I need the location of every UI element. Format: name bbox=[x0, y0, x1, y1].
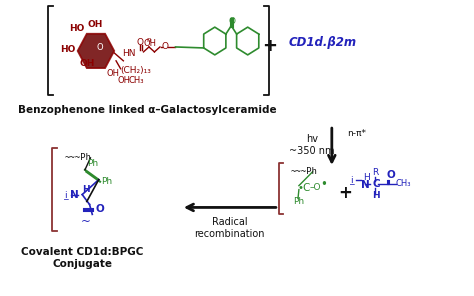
Text: O: O bbox=[96, 44, 103, 52]
Text: •C: •C bbox=[297, 183, 310, 193]
Text: HO: HO bbox=[61, 45, 76, 54]
Polygon shape bbox=[78, 34, 114, 68]
Text: i̲: i̲ bbox=[66, 190, 68, 199]
Text: HN: HN bbox=[122, 49, 136, 58]
Text: hv
~350 nm: hv ~350 nm bbox=[289, 134, 335, 156]
Text: Ph: Ph bbox=[101, 177, 112, 186]
Text: ~~~Ph: ~~~Ph bbox=[65, 153, 92, 163]
Text: OH: OH bbox=[80, 59, 95, 68]
Text: OH: OH bbox=[88, 20, 103, 29]
Text: OH: OH bbox=[144, 39, 156, 49]
Text: HO: HO bbox=[70, 24, 85, 33]
Text: +: + bbox=[262, 37, 277, 55]
Text: H: H bbox=[363, 173, 370, 182]
Text: O: O bbox=[137, 38, 143, 46]
Text: OH: OH bbox=[118, 76, 131, 85]
Text: •: • bbox=[320, 178, 327, 191]
Text: Covalent CD1d:BPGC
Conjugate: Covalent CD1d:BPGC Conjugate bbox=[21, 247, 144, 269]
Text: O: O bbox=[387, 170, 395, 180]
Text: n: n bbox=[147, 37, 151, 43]
Text: O: O bbox=[161, 42, 168, 52]
Text: Benzophenone linked α–Galactosylceramide: Benzophenone linked α–Galactosylceramide bbox=[18, 105, 276, 115]
Text: CH₃: CH₃ bbox=[129, 76, 145, 85]
Text: (CH₂)₁₃: (CH₂)₁₃ bbox=[120, 66, 152, 75]
Text: Radical
recombination: Radical recombination bbox=[194, 217, 264, 239]
Text: –O: –O bbox=[310, 183, 321, 192]
Text: Ph: Ph bbox=[87, 159, 98, 168]
Text: i̲: i̲ bbox=[352, 175, 355, 184]
Text: ~: ~ bbox=[81, 215, 91, 228]
Text: C: C bbox=[372, 179, 380, 189]
Text: OH: OH bbox=[107, 69, 120, 78]
Text: N: N bbox=[361, 180, 370, 190]
Text: H: H bbox=[372, 191, 380, 200]
Text: N: N bbox=[70, 189, 79, 200]
Text: n-π*: n-π* bbox=[347, 129, 366, 138]
Text: O: O bbox=[228, 17, 236, 26]
Text: CD1d.β2m: CD1d.β2m bbox=[289, 36, 357, 49]
Text: O: O bbox=[95, 205, 104, 214]
Text: CH₃: CH₃ bbox=[396, 179, 411, 188]
Text: ~~~Ph: ~~~Ph bbox=[291, 167, 318, 176]
Text: +: + bbox=[338, 184, 353, 202]
Text: Ph: Ph bbox=[293, 197, 304, 206]
Text: R: R bbox=[372, 168, 378, 177]
Text: H: H bbox=[82, 185, 90, 194]
